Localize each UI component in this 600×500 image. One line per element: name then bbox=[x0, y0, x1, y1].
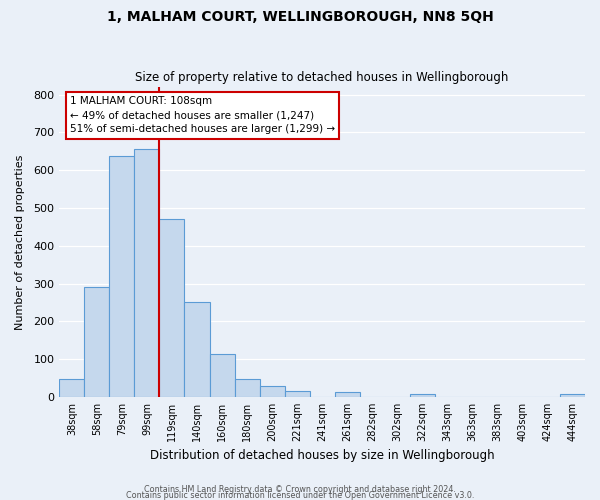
Bar bbox=[560, 394, 585, 397]
Bar bbox=[134, 150, 160, 397]
Bar bbox=[109, 156, 134, 397]
Text: Contains HM Land Registry data © Crown copyright and database right 2024.: Contains HM Land Registry data © Crown c… bbox=[144, 484, 456, 494]
Bar bbox=[284, 392, 310, 397]
Bar bbox=[235, 379, 260, 397]
Bar bbox=[59, 379, 85, 397]
Y-axis label: Number of detached properties: Number of detached properties bbox=[15, 154, 25, 330]
Bar bbox=[85, 288, 109, 397]
Bar bbox=[410, 394, 435, 397]
Bar bbox=[160, 220, 184, 397]
Title: Size of property relative to detached houses in Wellingborough: Size of property relative to detached ho… bbox=[136, 72, 509, 85]
Bar bbox=[184, 302, 209, 397]
Text: Contains public sector information licensed under the Open Government Licence v3: Contains public sector information licen… bbox=[126, 490, 474, 500]
Bar bbox=[209, 354, 235, 397]
Bar bbox=[260, 386, 284, 397]
Bar bbox=[335, 392, 360, 397]
Text: 1, MALHAM COURT, WELLINGBOROUGH, NN8 5QH: 1, MALHAM COURT, WELLINGBOROUGH, NN8 5QH bbox=[107, 10, 493, 24]
Text: 1 MALHAM COURT: 108sqm
← 49% of detached houses are smaller (1,247)
51% of semi-: 1 MALHAM COURT: 108sqm ← 49% of detached… bbox=[70, 96, 335, 134]
X-axis label: Distribution of detached houses by size in Wellingborough: Distribution of detached houses by size … bbox=[150, 450, 494, 462]
